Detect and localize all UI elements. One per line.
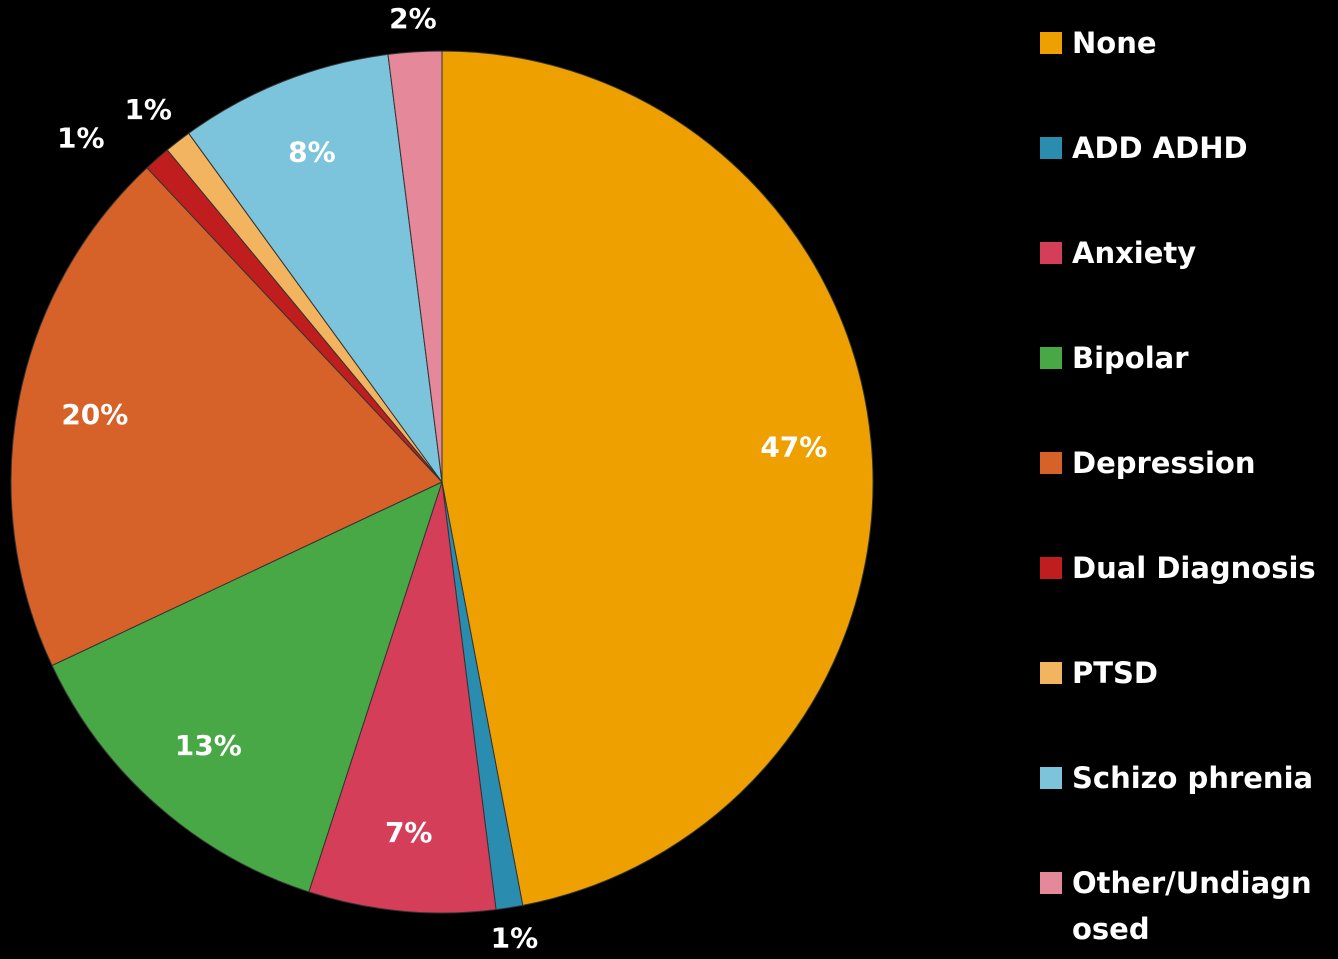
legend-label: Anxiety: [1072, 236, 1197, 270]
legend-label: ADD ADHD: [1072, 131, 1248, 165]
data-label: 20%: [61, 398, 128, 431]
pie-slice: [308, 481, 497, 914]
legend-item: Bipolar: [1040, 335, 1330, 381]
data-label: 1%: [124, 93, 172, 126]
data-label: 13%: [175, 729, 242, 762]
pie-slice: [10, 167, 443, 667]
legend-item: Other/Undiagnosed: [1040, 860, 1330, 952]
data-label: 1%: [57, 122, 105, 155]
legend-swatch: [1040, 347, 1062, 369]
legend-item: ADD ADHD: [1040, 125, 1330, 171]
pie-slice: [187, 53, 443, 483]
legend-label: Bipolar: [1072, 341, 1189, 375]
data-label: 2%: [389, 2, 437, 35]
legend-label: Schizo phrenia: [1072, 761, 1314, 795]
legend-item: Anxiety: [1040, 230, 1330, 276]
pie-slice: [387, 50, 443, 483]
legend-swatch: [1040, 137, 1062, 159]
legend-swatch: [1040, 32, 1062, 54]
data-label: 8%: [288, 135, 336, 168]
legend-swatch: [1040, 557, 1062, 579]
legend-item: None: [1040, 20, 1330, 66]
pie-slice: [51, 481, 443, 893]
data-label: 7%: [385, 816, 433, 849]
legend-swatch: [1040, 242, 1062, 264]
legend-swatch: [1040, 872, 1062, 894]
legend-item: Dual Diagnosis: [1040, 545, 1330, 591]
legend-swatch: [1040, 452, 1062, 474]
data-label: 1%: [491, 921, 539, 954]
legend-label: Depression: [1072, 446, 1256, 480]
data-label: 47%: [760, 431, 827, 464]
legend-item: PTSD: [1040, 650, 1330, 696]
legend-label: Dual Diagnosis: [1072, 551, 1316, 585]
legend-swatch: [1040, 662, 1062, 684]
legend-item: Schizo phrenia: [1040, 755, 1330, 801]
legend-label: PTSD: [1072, 656, 1158, 690]
pie-slice: [441, 50, 874, 906]
legend-label: Other/Undiagnosed: [1072, 866, 1312, 946]
legend-item: Depression: [1040, 440, 1330, 486]
legend-swatch: [1040, 767, 1062, 789]
legend-label: None: [1072, 26, 1157, 60]
